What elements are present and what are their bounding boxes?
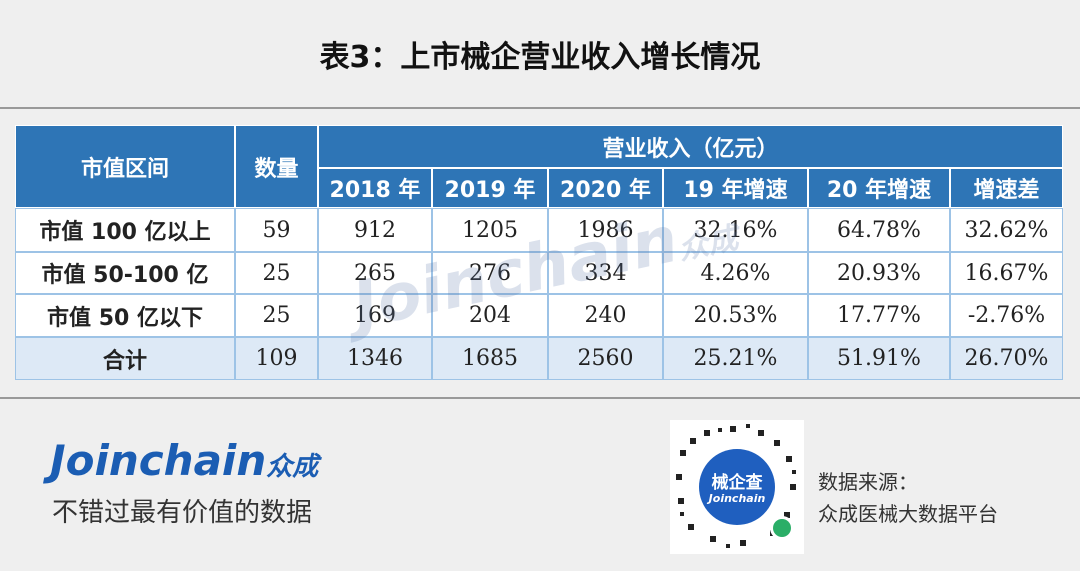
table-cell: 25.21% [663,337,808,380]
row-label: 市值 50 亿以下 [15,294,235,337]
column-group-header: 营业收入（亿元） [318,125,1063,168]
table-cell: 20.53% [663,294,808,337]
table-cell: 25 [235,294,318,337]
table: 市值区间 数量 营业收入（亿元） 2018 年 2019 年 2020 年 19 年增速 20… [15,125,1063,380]
table-cell: 32.16% [663,208,808,252]
column-header: 2018 年 [318,168,432,208]
column-header: 2020 年 [548,168,663,208]
source: 众成医械大数据平台 [818,502,998,526]
column-header: 2019 年 [432,168,548,208]
logo: Joinchain众成 [50,436,318,485]
slogan: 不错过最有价值的数据 [52,498,313,528]
column-header: 19 年增速 [663,168,808,208]
logo-cn: 众成 [266,452,319,482]
column-header: 增速差 [950,168,1063,208]
table-cell: 20.93% [808,252,950,294]
table-cell: 265 [318,252,432,294]
logo-brand: Joinchain [50,436,267,485]
table-cell: -2.76% [950,294,1063,337]
source-label: 数据来源： [818,470,918,494]
table-cell: 51.91% [808,337,950,380]
table-cell: 64.78% [808,208,950,252]
table-cell: 2560 [548,337,663,380]
qr-pattern [676,424,796,548]
table-cell: 912 [318,208,432,252]
table-cell: 1205 [432,208,548,252]
table-cell: 1685 [432,337,548,380]
table-cell: 204 [432,294,548,337]
divider [0,397,1080,399]
qr-brand: Joinchain [708,492,766,505]
qr-code: 械企查 Joinchain [670,420,804,554]
table-cell: 25 [235,252,318,294]
table-cell: 59 [235,208,318,252]
row-label: 市值 100 亿以上 [15,208,235,252]
table-cell: 240 [548,294,663,337]
table-cell: 109 [235,337,318,380]
table-cell: 169 [318,294,432,337]
table-cell: 32.62% [950,208,1063,252]
column-header: 数量 [235,125,318,208]
table-cell: 276 [432,252,548,294]
title: 表3：上市械企营业收入增长情况 [319,40,761,75]
divider [0,107,1080,109]
table-cell: 4.26% [663,252,808,294]
table-cell: 1986 [548,208,663,252]
table-cell: 1346 [318,337,432,380]
table-cell: 17.77% [808,294,950,337]
table-cell: 334 [548,252,663,294]
table-cell: 16.67% [950,252,1063,294]
row-label: 合计 [15,337,235,380]
row-label: 市值 50-100 亿 [15,252,235,294]
column-header: 市值区间 [15,125,235,208]
table-cell: 26.70% [950,337,1063,380]
qr-title: 械企查 [711,473,763,493]
column-header: 20 年增速 [808,168,950,208]
